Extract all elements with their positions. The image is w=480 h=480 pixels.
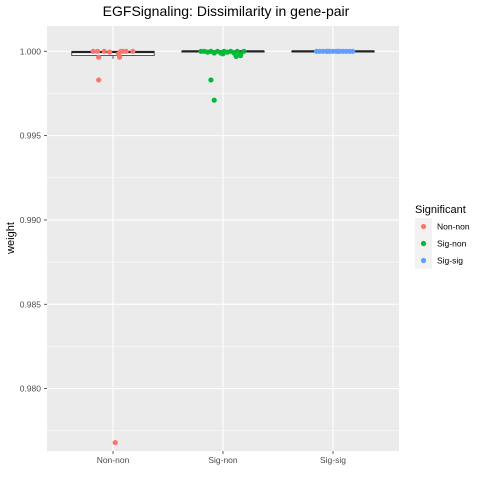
data-point-sig-non xyxy=(211,97,217,103)
point-layer xyxy=(90,48,356,446)
data-point-sig-non xyxy=(241,48,247,54)
legend-label: Sig-non xyxy=(437,239,467,249)
legend-title: Significant xyxy=(415,204,466,216)
x-tick-label: Non-non xyxy=(97,455,130,465)
y-tick-label: 0.990 xyxy=(20,215,42,225)
legend: Significant Non-non Sig-non Sig-sig xyxy=(415,204,470,269)
data-point-sig-sig xyxy=(324,48,331,54)
data-point-sig-sig xyxy=(350,48,356,54)
data-point-sig-non xyxy=(208,77,214,83)
y-tick-label: 0.985 xyxy=(20,299,42,309)
x-tick-label: Sig-non xyxy=(208,455,238,465)
y-axis-title: weight xyxy=(5,222,17,255)
y-tick-label: 1.000 xyxy=(20,46,42,56)
data-point-non-non xyxy=(112,439,118,446)
data-point-non-non xyxy=(123,48,129,54)
data-point-sig-non xyxy=(220,51,226,57)
x-tick-label: Sig-sig xyxy=(320,455,346,465)
legend-label: Sig-sig xyxy=(437,256,463,266)
data-point-sig-non xyxy=(238,52,244,59)
data-point-non-non xyxy=(90,48,96,54)
data-point-non-non xyxy=(96,54,102,60)
data-point-non-non xyxy=(107,49,113,55)
data-point-non-non xyxy=(101,48,107,54)
data-point-sig-non xyxy=(233,53,239,59)
chart-title: EGFSignaling: Dissimilarity in gene-pair xyxy=(103,3,350,19)
data-point-sig-sig xyxy=(335,48,342,54)
data-point-non-non xyxy=(96,77,102,83)
data-point-non-non xyxy=(117,54,123,60)
legend-swatch xyxy=(420,240,427,247)
x-axis: Non-non Sig-non Sig-sig xyxy=(97,451,346,465)
legend-swatch xyxy=(420,223,427,230)
data-point-non-non xyxy=(130,48,136,54)
y-tick-label: 0.980 xyxy=(20,384,42,394)
data-point-non-non xyxy=(95,48,101,54)
legend-swatch xyxy=(420,257,427,264)
legend-label: Non-non xyxy=(437,222,470,232)
y-axis: 0.980 0.985 0.990 0.995 1.000 xyxy=(20,46,47,394)
y-tick-label: 0.995 xyxy=(20,131,42,141)
